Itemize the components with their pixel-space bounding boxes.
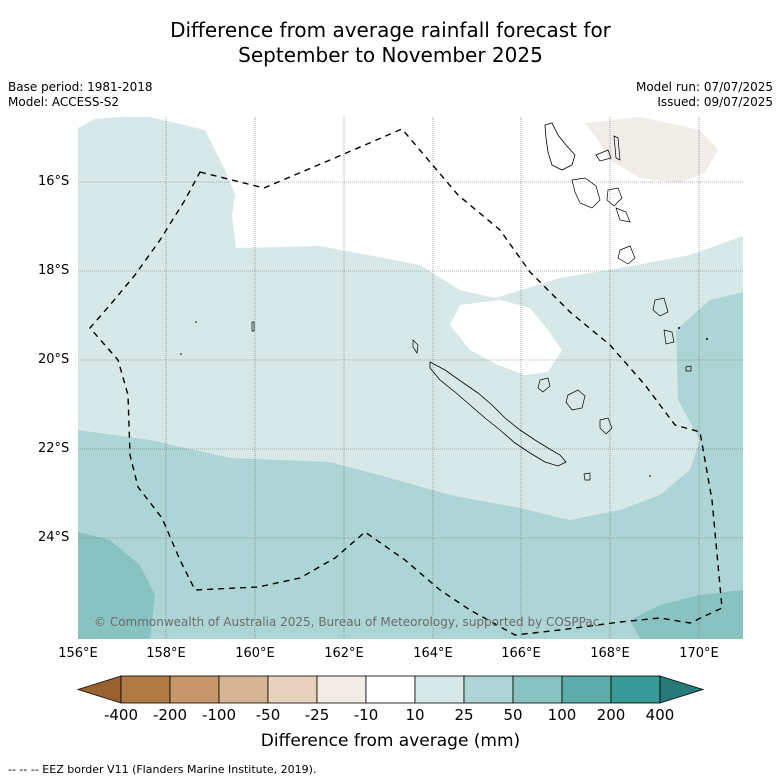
lon-tick-164e: 164°E xyxy=(413,646,453,661)
lat-tick-18s: 18°S xyxy=(38,263,70,278)
title-line-1: Difference from average rainfall forecas… xyxy=(170,18,611,42)
colorbar-extend-low xyxy=(76,675,122,704)
region-50-100-southeast xyxy=(630,590,743,639)
lon-tick-170e: 170°E xyxy=(679,646,719,661)
title-line-2: September to November 2025 xyxy=(238,43,543,67)
colorbar-tick-label: 50 xyxy=(503,706,523,724)
lon-tick-160e: 160°E xyxy=(235,646,275,661)
eez-footnote: -- -- -- EEZ border V11 (Flanders Marine… xyxy=(8,763,317,776)
lon-tick-156e: 156°E xyxy=(58,646,98,661)
colorbar-tick-label: 400 xyxy=(645,706,675,724)
metadata-left: Base period: 1981-2018 Model: ACCESS-S2 xyxy=(8,80,153,110)
colorbar-swatch xyxy=(120,675,171,704)
base-period: Base period: 1981-2018 xyxy=(8,80,153,94)
colorbar-swatch xyxy=(169,675,220,704)
lat-tick-24s: 24°S xyxy=(38,530,70,545)
eez-border xyxy=(89,128,723,636)
issued-date: Issued: 09/07/2025 xyxy=(657,95,773,109)
map-title: Difference from average rainfall forecas… xyxy=(0,18,781,68)
colorbar-tick-label: -50 xyxy=(255,706,281,724)
colorbar-tick-label: -100 xyxy=(201,706,237,724)
colorbar-swatch xyxy=(316,675,367,704)
rainfall-field: © Commonwealth of Australia 2025, Bureau… xyxy=(78,117,743,639)
colorbar-swatch xyxy=(365,675,416,704)
copyright-text: © Commonwealth of Australia 2025, Bureau… xyxy=(94,615,599,629)
colorbar-tick-label: 10 xyxy=(405,706,425,724)
colorbar-swatch xyxy=(610,675,661,704)
colorbar-swatch xyxy=(512,675,563,704)
lon-tick-158e: 158°E xyxy=(146,646,186,661)
new-caledonia-island xyxy=(429,361,567,467)
lon-tick-162e: 162°E xyxy=(324,646,364,661)
colorbar-swatch xyxy=(414,675,465,704)
region-neutral-center xyxy=(450,300,562,375)
colorbar-swatch xyxy=(463,675,514,704)
model-name: Model: ACCESS-S2 xyxy=(8,95,120,109)
loyalty-islands xyxy=(537,377,551,393)
lon-tick-168e: 168°E xyxy=(590,646,630,661)
colorbar-extend-high xyxy=(659,675,705,704)
colorbar-tick-label: -200 xyxy=(152,706,188,724)
lon-tick-166e: 166°E xyxy=(501,646,541,661)
colorbar-tick-label: -400 xyxy=(103,706,139,724)
region-dry-northeast xyxy=(585,117,718,183)
colorbar-title: Difference from average (mm) xyxy=(260,731,521,751)
gridlines xyxy=(78,117,743,639)
colorbar-tick-label: 100 xyxy=(547,706,577,724)
colorbar-tick-label: -10 xyxy=(353,706,379,724)
colorbar-swatch xyxy=(218,675,269,704)
lat-tick-16s: 16°S xyxy=(38,174,70,189)
colorbar xyxy=(76,675,705,704)
region-25-50 xyxy=(78,292,743,639)
metadata-right: Model run: 07/07/2025 Issued: 09/07/2025 xyxy=(636,80,773,110)
region-neutral-north xyxy=(150,117,743,298)
vanuatu-islands xyxy=(544,122,576,171)
region-50-100-southwest xyxy=(78,532,155,639)
colorbar-swatch xyxy=(267,675,318,704)
colorbar-tick-label: -25 xyxy=(304,706,330,724)
lat-tick-22s: 22°S xyxy=(38,441,70,456)
colorbar-tick-label: 200 xyxy=(596,706,626,724)
lat-tick-20s: 20°S xyxy=(38,352,70,367)
colorbar-tick-label: 25 xyxy=(454,706,474,724)
colorbar-swatch xyxy=(561,675,612,704)
model-run: Model run: 07/07/2025 xyxy=(635,80,773,94)
